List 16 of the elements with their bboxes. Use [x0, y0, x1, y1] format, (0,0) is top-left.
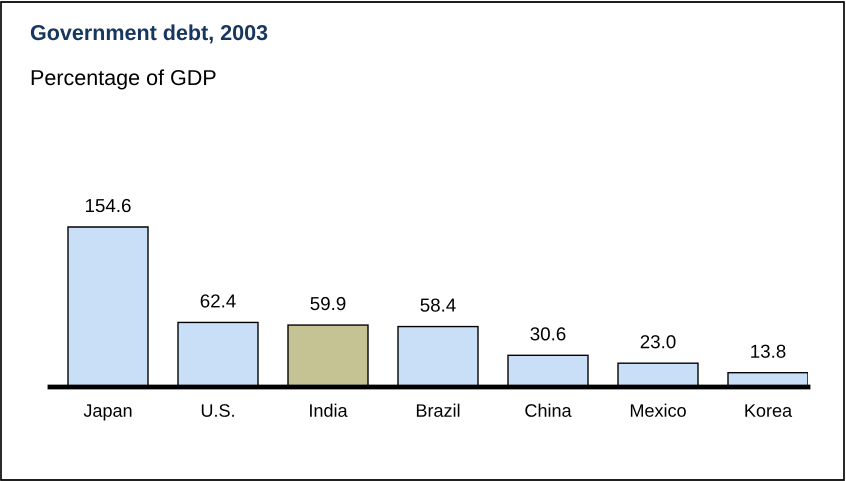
data-label: 59.9	[310, 296, 346, 310]
data-label: 30.6	[530, 327, 566, 341]
data-label: 154.6	[86, 198, 131, 212]
data-label: 58.4	[420, 298, 456, 312]
data-label: 23.0	[640, 335, 676, 348]
data-label: 13.8	[751, 344, 786, 358]
x-tick-label: U.S.	[202, 404, 234, 417]
chart-subtitle: Percentage of GDP	[32, 69, 216, 90]
x-tick-label: Brazil	[416, 404, 460, 417]
chart-title: Government debt, 2003	[30, 24, 268, 44]
data-label: 62.4	[200, 294, 236, 308]
x-tick-label: Mexico	[630, 404, 686, 417]
x-tick-label: India	[310, 404, 348, 417]
x-tick-label: China	[525, 404, 572, 417]
x-tick-label: Korea	[745, 404, 792, 417]
x-tick-label: Japan	[84, 404, 132, 420]
